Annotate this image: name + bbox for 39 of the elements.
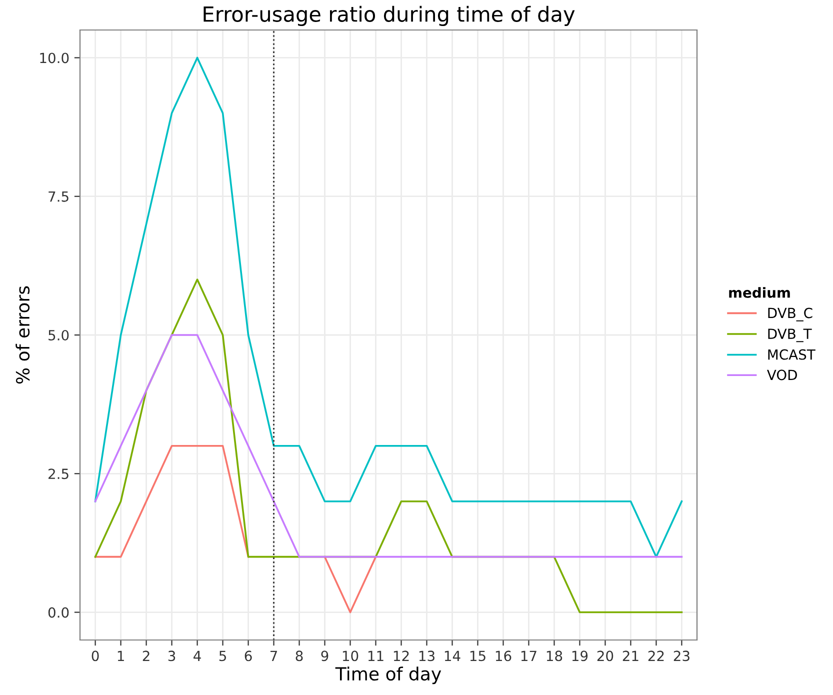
x-tick-label: 8 [296, 650, 303, 662]
y-tick-label: 7.5 [48, 192, 68, 202]
x-tick-label: 9 [321, 650, 328, 662]
legend-label: MCAST [768, 349, 816, 360]
y-tick-label: 2.5 [48, 468, 68, 480]
y-tick-label: 5.0 [48, 330, 69, 340]
chart-title: Error-usage ratio during time of day [204, 6, 575, 26]
x-tick-label: 19 [572, 650, 588, 662]
y-axis-title: % of errors [16, 286, 30, 384]
x-tick-label: 16 [496, 650, 512, 662]
legend-label: DVB_T [768, 328, 812, 342]
legend-title: medium [729, 287, 790, 298]
x-tick-label: 1 [118, 650, 124, 661]
y-tick-label: 10.0 [40, 52, 69, 64]
x-tick-label: 0 [92, 650, 99, 662]
x-tick-label: 20 [597, 650, 614, 662]
x-axis-title: Time of day [335, 666, 442, 684]
legend-label: VOD [767, 370, 797, 380]
line-series [94, 56, 683, 558]
x-tick-label: 2 [142, 650, 150, 661]
legend-label: DVB_C [768, 308, 812, 322]
x-tick-label: 4 [194, 650, 201, 661]
y-tick-label: 0.0 [48, 607, 69, 618]
x-tick-label: 17 [521, 650, 536, 661]
x-tick-label: 14 [444, 650, 460, 661]
x-tick-label: 18 [546, 650, 562, 662]
x-tick-label: 22 [648, 650, 664, 661]
x-tick-label: 3 [168, 650, 176, 662]
line-series [94, 334, 683, 558]
x-tick-label: 15 [470, 650, 486, 662]
x-tick-label: 21 [622, 650, 638, 661]
x-tick-label: 13 [419, 650, 434, 662]
x-tick-label: 5 [219, 650, 226, 662]
x-tick-label: 12 [394, 650, 409, 661]
x-tick-label: 10 [342, 650, 358, 662]
x-tick-label: 23 [674, 650, 690, 662]
x-tick-label: 6 [244, 650, 252, 662]
x-tick-label: 11 [368, 650, 384, 661]
x-tick-label: 7 [270, 650, 277, 661]
